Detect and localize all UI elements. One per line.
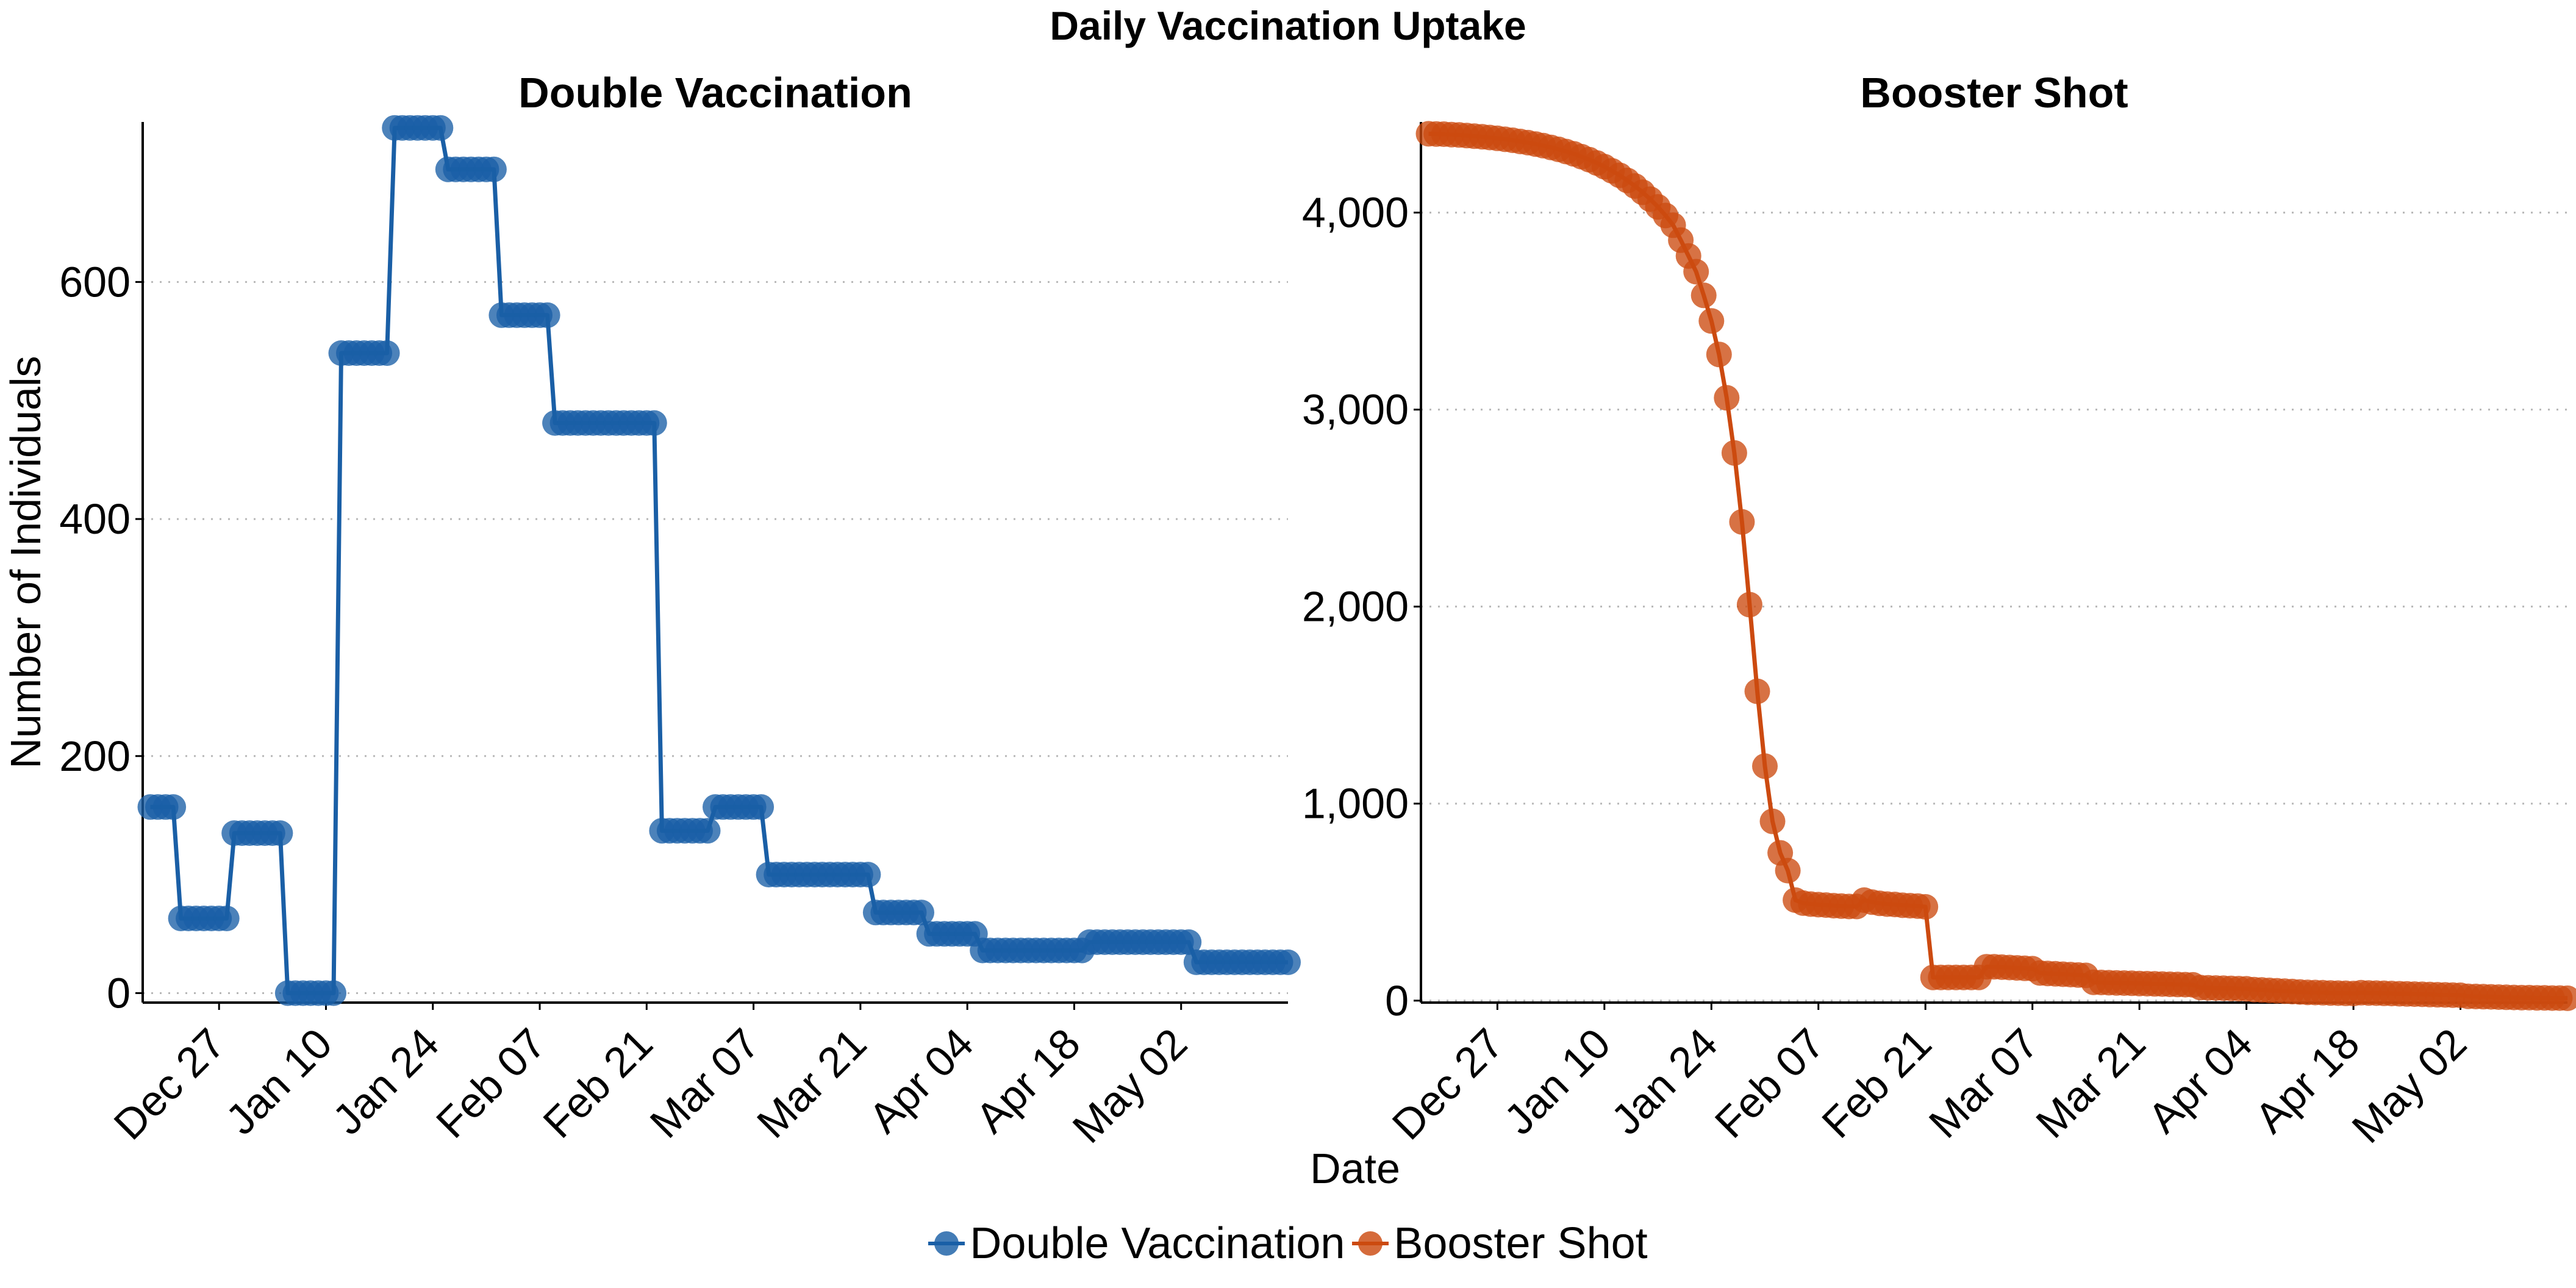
panel-title: Booster Shot bbox=[1860, 69, 2128, 116]
y-tick-label: 1,000 bbox=[1302, 780, 1409, 828]
x-tick-label: Apr 04 bbox=[2139, 1019, 2261, 1142]
x-tick-label: Feb 21 bbox=[1813, 1019, 1941, 1147]
data-point bbox=[374, 340, 400, 366]
data-point bbox=[481, 156, 507, 182]
legend-item-double-vaccination: Double Vaccination bbox=[928, 1218, 1345, 1268]
x-tick-label: Mar 21 bbox=[748, 1019, 875, 1147]
series-line bbox=[1428, 131, 2568, 1001]
x-tick-label: Feb 21 bbox=[534, 1019, 662, 1147]
x-tick-label: Mar 07 bbox=[641, 1019, 768, 1147]
data-point bbox=[1690, 282, 1717, 309]
legend-key-double-vaccination bbox=[928, 1225, 965, 1262]
x-tick-label: Mar 21 bbox=[2027, 1019, 2155, 1147]
data-point bbox=[428, 115, 454, 141]
data-point bbox=[1698, 308, 1725, 334]
x-tick-label: Jan 24 bbox=[1602, 1019, 1726, 1143]
y-tick-label: 200 bbox=[59, 732, 131, 780]
data-point bbox=[1736, 592, 1762, 618]
data-point bbox=[2555, 985, 2576, 1011]
series-points bbox=[1415, 121, 2576, 1011]
chart-main-title: Daily Vaccination Uptake bbox=[1050, 3, 1526, 48]
data-point bbox=[534, 302, 560, 328]
data-point bbox=[909, 900, 934, 926]
x-tick-label: Jan 10 bbox=[1495, 1019, 1620, 1143]
series-line bbox=[150, 126, 1288, 995]
data-point bbox=[1721, 440, 1747, 466]
legend-label-booster-shot: Booster Shot bbox=[1394, 1219, 1648, 1268]
data-point bbox=[641, 410, 667, 436]
x-axis-title: Date bbox=[1310, 1145, 1400, 1192]
y-tick-label: 0 bbox=[107, 969, 131, 1017]
x-tick-label: Apr 04 bbox=[860, 1019, 982, 1142]
series-points bbox=[137, 115, 1301, 1006]
data-point bbox=[1706, 342, 1732, 368]
data-point bbox=[1176, 929, 1202, 955]
x-tick-label: Dec 27 bbox=[1383, 1019, 1512, 1148]
y-tick-label: 4,000 bbox=[1302, 189, 1409, 237]
data-point bbox=[1759, 808, 1786, 834]
data-point bbox=[1752, 753, 1778, 779]
x-tick-label: Dec 27 bbox=[105, 1019, 234, 1148]
y-axis-title: Number of Individuals bbox=[2, 356, 49, 769]
y-tick-label: 600 bbox=[59, 258, 131, 306]
x-tick-label: Feb 07 bbox=[1706, 1019, 1833, 1147]
data-point bbox=[1744, 678, 1770, 704]
x-tick-label: May 02 bbox=[2343, 1019, 2475, 1151]
data-point bbox=[1683, 259, 1709, 285]
data-point bbox=[1714, 385, 1740, 411]
data-point bbox=[213, 906, 240, 931]
data-point bbox=[321, 980, 346, 1006]
legend: Double Vaccination Booster Shot bbox=[0, 1218, 2576, 1268]
data-point bbox=[1275, 949, 1301, 975]
x-tick-label: Mar 07 bbox=[1920, 1019, 2047, 1147]
x-tick-label: Jan 24 bbox=[324, 1019, 448, 1143]
data-point bbox=[748, 794, 775, 820]
y-tick-label: 400 bbox=[59, 495, 131, 543]
x-tick-label: Feb 07 bbox=[427, 1019, 554, 1147]
legend-key-booster-shot bbox=[1352, 1225, 1389, 1262]
data-point bbox=[267, 820, 293, 846]
legend-label-double-vaccination: Double Vaccination bbox=[970, 1219, 1345, 1268]
data-point bbox=[160, 794, 187, 820]
y-tick-label: 3,000 bbox=[1302, 386, 1409, 434]
legend-item-booster-shot: Booster Shot bbox=[1352, 1218, 1648, 1268]
data-point bbox=[855, 862, 881, 888]
y-tick-label: 0 bbox=[1385, 977, 1409, 1025]
data-point bbox=[1729, 509, 1755, 535]
data-point bbox=[1912, 894, 1939, 920]
data-point bbox=[1775, 857, 1801, 884]
x-tick-label: Jan 10 bbox=[216, 1019, 341, 1143]
y-tick-label: 2,000 bbox=[1302, 583, 1409, 631]
x-tick-label: May 02 bbox=[1064, 1019, 1196, 1151]
panel-title: Double Vaccination bbox=[518, 69, 912, 116]
data-point bbox=[695, 818, 721, 844]
